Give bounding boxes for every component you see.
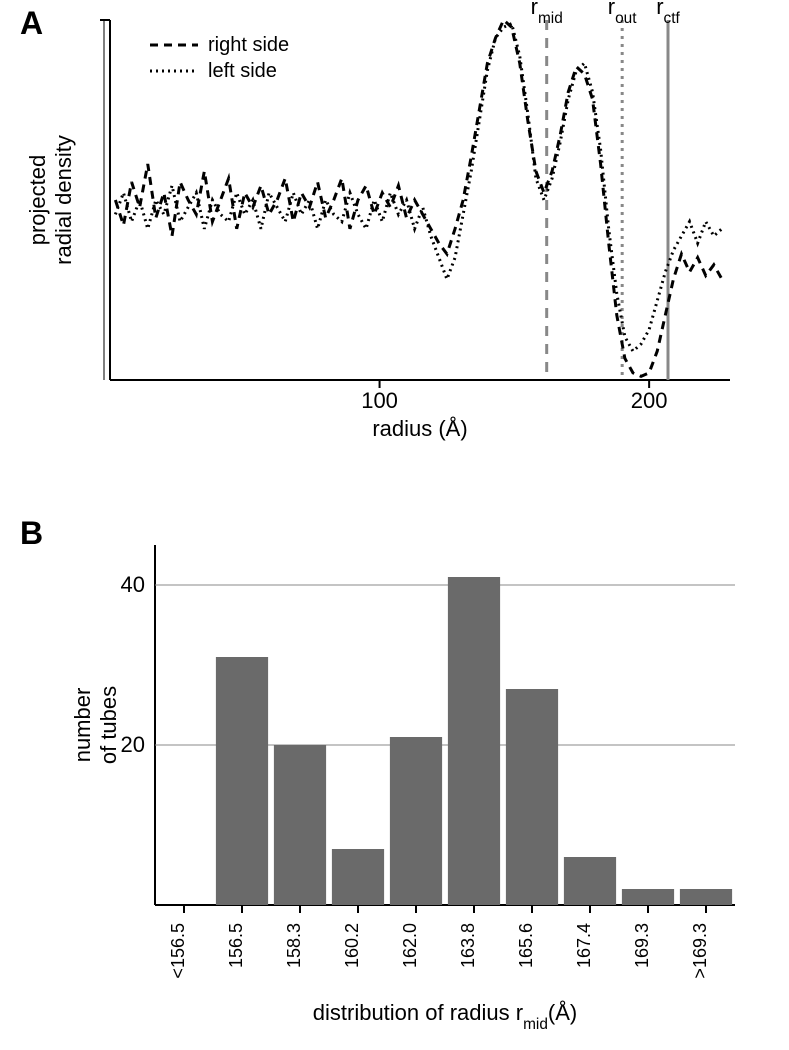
svg-text:162.0: 162.0 [400,923,420,968]
svg-text:167.4: 167.4 [574,923,594,968]
svg-text:rctf: rctf [656,0,680,27]
svg-text:radius (Å): radius (Å) [372,416,467,441]
svg-text:200: 200 [631,388,668,413]
svg-text:158.3: 158.3 [284,923,304,968]
svg-text:number: number [70,688,95,763]
svg-text:rmid: rmid [531,0,563,27]
panel-b-chart: 20 40 numberof tubes <156.5 156.5 158.3 160.2 1… [0,460,789,1050]
svg-text:156.5: 156.5 [226,923,246,968]
svg-text:>169.3: >169.3 [690,923,710,979]
svg-text:left side: left side [208,60,277,82]
svg-text:distribution of radius rmid(Å): distribution of radius rmid(Å) [313,1000,577,1033]
svg-text:right side: right side [208,34,289,56]
svg-text:projected: projected [25,155,50,246]
svg-text:100: 100 [361,388,398,413]
svg-text:radial density: radial density [51,135,76,265]
svg-text:of tubes: of tubes [96,686,121,764]
svg-text:rout: rout [608,0,637,27]
svg-text:40: 40 [121,572,145,597]
panel-a-chart: 100 200 radius (Å) projectedradial density r… [0,0,789,460]
svg-text:160.2: 160.2 [342,923,362,968]
svg-text:169.3: 169.3 [632,923,652,968]
svg-text:165.6: 165.6 [516,923,536,968]
svg-text:163.8: 163.8 [458,923,478,968]
svg-text:<156.5: <156.5 [168,923,188,979]
svg-text:20: 20 [121,732,145,757]
